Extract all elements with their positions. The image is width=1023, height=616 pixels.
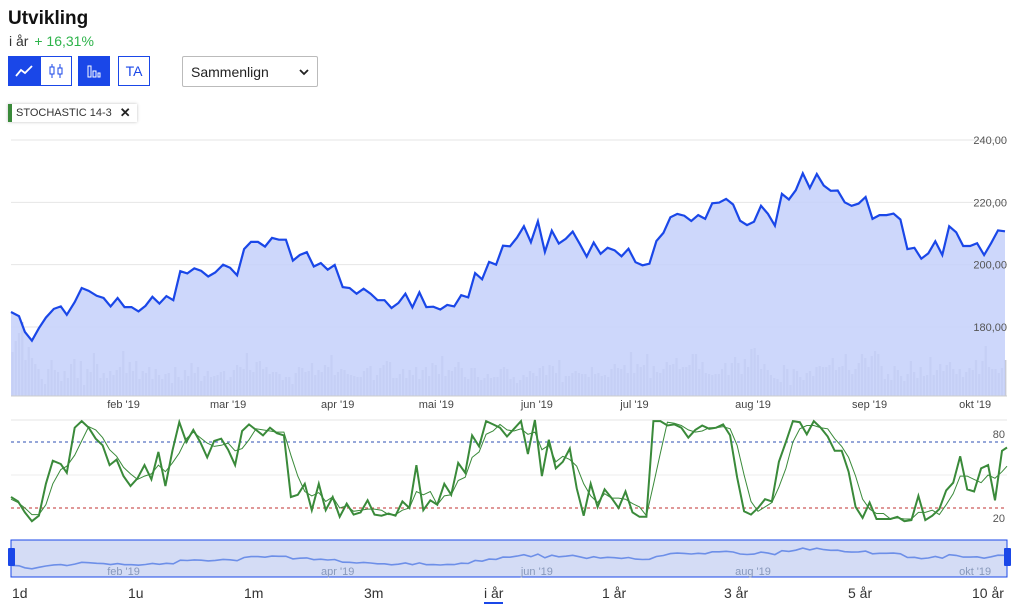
close-icon[interactable]: ✕ (119, 105, 131, 120)
x-tick-label: sep '19 (852, 399, 887, 411)
stoch-tick-label: 20 (993, 513, 1005, 525)
stoch-tick-label: 80 (993, 429, 1005, 441)
x-tick-label: aug '19 (735, 399, 771, 411)
page-title: Utvikling (8, 8, 89, 29)
range-6[interactable]: 1 år (602, 585, 627, 601)
compare-select[interactable]: Sammenlign (182, 56, 318, 87)
x-tick-label: apr '19 (321, 399, 354, 411)
x-tick-label: mar '19 (210, 399, 246, 411)
price-line (10, 170, 1006, 343)
ta-button[interactable]: TA (118, 56, 150, 86)
candlestick-button[interactable] (40, 56, 72, 86)
range-8[interactable]: 5 år (848, 585, 873, 601)
navigator-left-handle[interactable] (8, 548, 15, 566)
navigator-right-handle[interactable] (1004, 548, 1011, 566)
navigator-line (10, 547, 1006, 570)
range-9[interactable]: 10 år (972, 585, 1004, 601)
stoch-k-line (10, 418, 1008, 523)
y-tick-label: 200,00 (973, 260, 1007, 272)
y-tick-label: 220,00 (973, 197, 1007, 209)
line-chart-icon (15, 65, 33, 77)
navigator-tick-label: aug '19 (735, 566, 771, 578)
range-4[interactable]: 3m (364, 585, 384, 601)
chevron-down-icon (299, 68, 309, 75)
period-change: i år + 16,31% (9, 33, 94, 49)
navigator-tick-label: jun '19 (520, 566, 553, 578)
indicator-chip[interactable]: STOCHASTIC 14-3 ✕ (8, 104, 137, 122)
range-1[interactable]: 1d (12, 585, 28, 601)
range-7[interactable]: 3 år (724, 585, 749, 601)
range-3[interactable]: 1m (244, 585, 264, 601)
y-tick-label: 240,00 (973, 135, 1007, 147)
candlestick-icon (49, 64, 63, 78)
range-2[interactable]: 1u (128, 585, 144, 601)
x-tick-label: feb '19 (107, 399, 140, 411)
indicator-label: STOCHASTIC 14-3 (16, 107, 112, 119)
volume-button[interactable] (78, 56, 110, 86)
navigator-tick-label: okt '19 (959, 566, 991, 578)
navigator-tick-label: feb '19 (107, 566, 140, 578)
navigator-tick-label: apr '19 (321, 566, 354, 578)
volume-bar (1004, 360, 1007, 396)
volume-bars-icon (87, 65, 101, 78)
period-label: i år (9, 33, 29, 49)
x-tick-label: okt '19 (959, 399, 991, 411)
x-tick-label: mai '19 (419, 399, 454, 411)
stoch-d-line (10, 421, 1008, 520)
price-area (11, 173, 1006, 396)
x-tick-label: jun '19 (520, 399, 553, 411)
range-5[interactable]: i år (484, 585, 504, 604)
change-value: + 16,31% (34, 33, 94, 49)
line-chart-button[interactable] (8, 56, 40, 86)
y-tick-label: 180,00 (973, 322, 1007, 334)
navigator-window[interactable] (10, 539, 1008, 578)
x-tick-label: jul '19 (619, 399, 648, 411)
compare-label: Sammenlign (191, 63, 269, 80)
